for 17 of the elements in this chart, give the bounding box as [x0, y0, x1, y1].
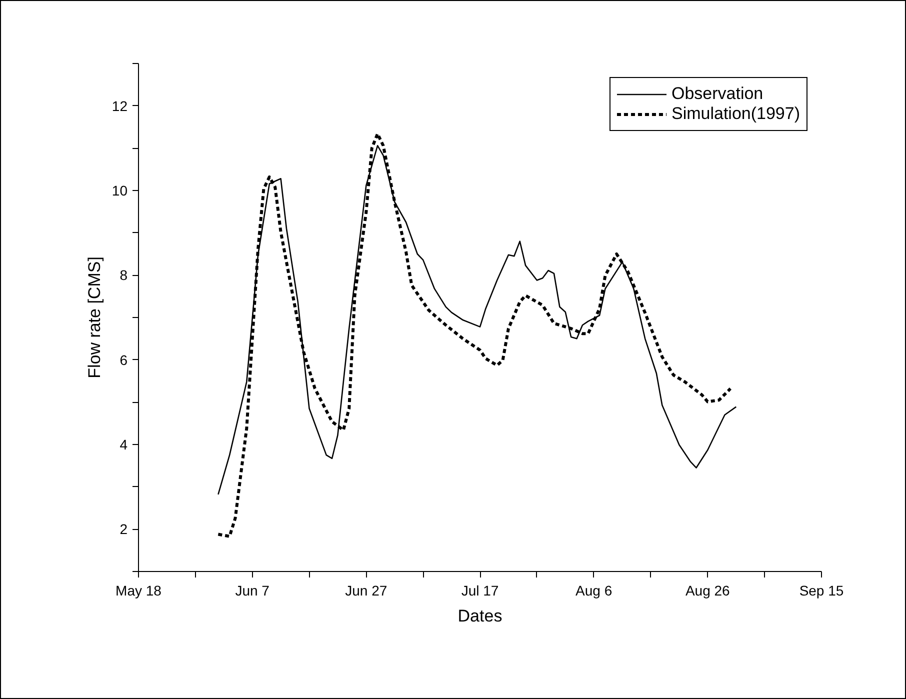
y-tick-label: 12	[112, 98, 128, 114]
x-tick-label: Jun 27	[345, 582, 388, 598]
y-tick-label: 8	[120, 267, 128, 284]
legend-label: Simulation(1997)	[671, 104, 800, 124]
y-tick-label: 10	[112, 182, 128, 198]
x-tick-label: Jun 7	[235, 582, 270, 598]
y-tick-label: 4	[120, 436, 128, 452]
y-axis-title: Flow rate [CMS]	[84, 256, 104, 378]
x-tick-label: May 18	[116, 582, 162, 598]
legend-label: Observation	[671, 84, 764, 104]
x-tick-label: Sep 15	[799, 582, 844, 598]
x-tick-label: Jul 17	[461, 582, 499, 598]
x-tick-label: Aug 6	[576, 582, 612, 598]
x-tick-label: Aug 26	[685, 582, 730, 598]
x-axis-title: Dates	[458, 606, 502, 626]
y-tick-label: 6	[120, 352, 128, 368]
y-tick-label: 2	[120, 521, 128, 538]
